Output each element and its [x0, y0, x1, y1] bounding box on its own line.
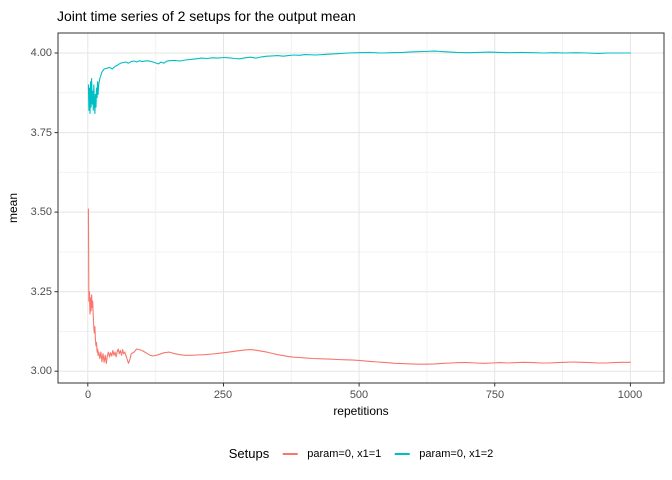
x-tick-label: 500	[349, 389, 369, 401]
y-tick-label: 4.00	[30, 47, 52, 59]
x-tick-label: 1000	[617, 389, 643, 401]
y-tick-label: 3.00	[30, 365, 52, 377]
y-tick-label: 3.75	[30, 127, 52, 139]
legend-entry-setup1: param=0, x1=1	[283, 448, 381, 460]
series-line-1	[87, 50, 631, 115]
panel-background	[58, 33, 664, 383]
legend-entry-label: param=0, x1=1	[307, 447, 382, 460]
legend-entry-setup2: param=0, x1=2	[395, 448, 493, 460]
x-tick-label: 0	[84, 389, 92, 401]
panel-border	[57, 32, 665, 384]
legend-title: Setups	[228, 446, 270, 461]
legend: Setups param=0, x1=1 param=0, x1=2	[229, 446, 493, 461]
series-line-0	[87, 208, 631, 365]
y-tick-label: 3.25	[30, 286, 52, 298]
y-tick-label: 3.50	[30, 206, 52, 218]
x-tick-label: 250	[213, 389, 233, 401]
legend-entry-label: param=0, x1=2	[419, 447, 494, 460]
x-tick-label: 750	[485, 389, 505, 401]
chart-title: Joint time series of 2 setups for the ou…	[57, 8, 356, 24]
y-axis-title: mean	[6, 192, 20, 224]
legend-key-line-red	[283, 452, 299, 455]
legend-key-line-teal	[395, 452, 411, 455]
x-axis-title: repetitions	[333, 404, 389, 418]
